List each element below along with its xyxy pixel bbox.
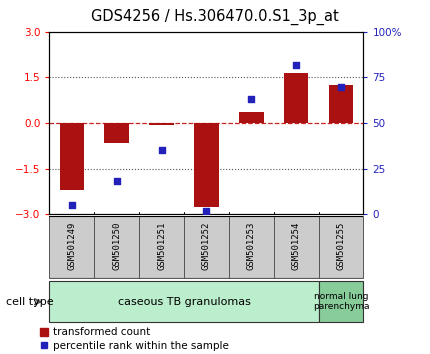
Text: GSM501252: GSM501252 [202,222,211,270]
Text: GSM501254: GSM501254 [292,222,301,270]
Point [158,148,165,153]
Bar [194,123,219,207]
Bar [284,73,308,123]
Bar [184,216,229,278]
Point [68,202,75,208]
Bar [229,216,273,278]
Point [293,62,300,68]
Bar [49,281,319,322]
Bar [149,123,174,125]
Bar [319,281,363,322]
Text: caseous TB granulomas: caseous TB granulomas [117,297,250,307]
Bar [104,123,129,143]
Bar [49,216,94,278]
Text: GSM501255: GSM501255 [336,222,345,270]
Bar [139,216,184,278]
Bar [329,85,353,123]
Text: GSM501250: GSM501250 [112,222,121,270]
Text: GSM501249: GSM501249 [68,222,77,270]
Legend: transformed count, percentile rank within the sample: transformed count, percentile rank withi… [40,327,229,350]
Bar [239,112,264,123]
Text: cell type: cell type [6,297,54,307]
Bar [59,123,84,190]
Point [338,84,344,89]
Bar [273,216,319,278]
Text: GDS4256 / Hs.306470.0.S1_3p_at: GDS4256 / Hs.306470.0.S1_3p_at [91,9,339,25]
Point [248,97,255,102]
Text: GSM501253: GSM501253 [247,222,256,270]
Text: normal lung
parenchyma: normal lung parenchyma [313,292,369,312]
Bar [94,216,139,278]
Point [203,208,210,213]
Bar [319,216,363,278]
Point [113,178,120,184]
Text: GSM501251: GSM501251 [157,222,166,270]
